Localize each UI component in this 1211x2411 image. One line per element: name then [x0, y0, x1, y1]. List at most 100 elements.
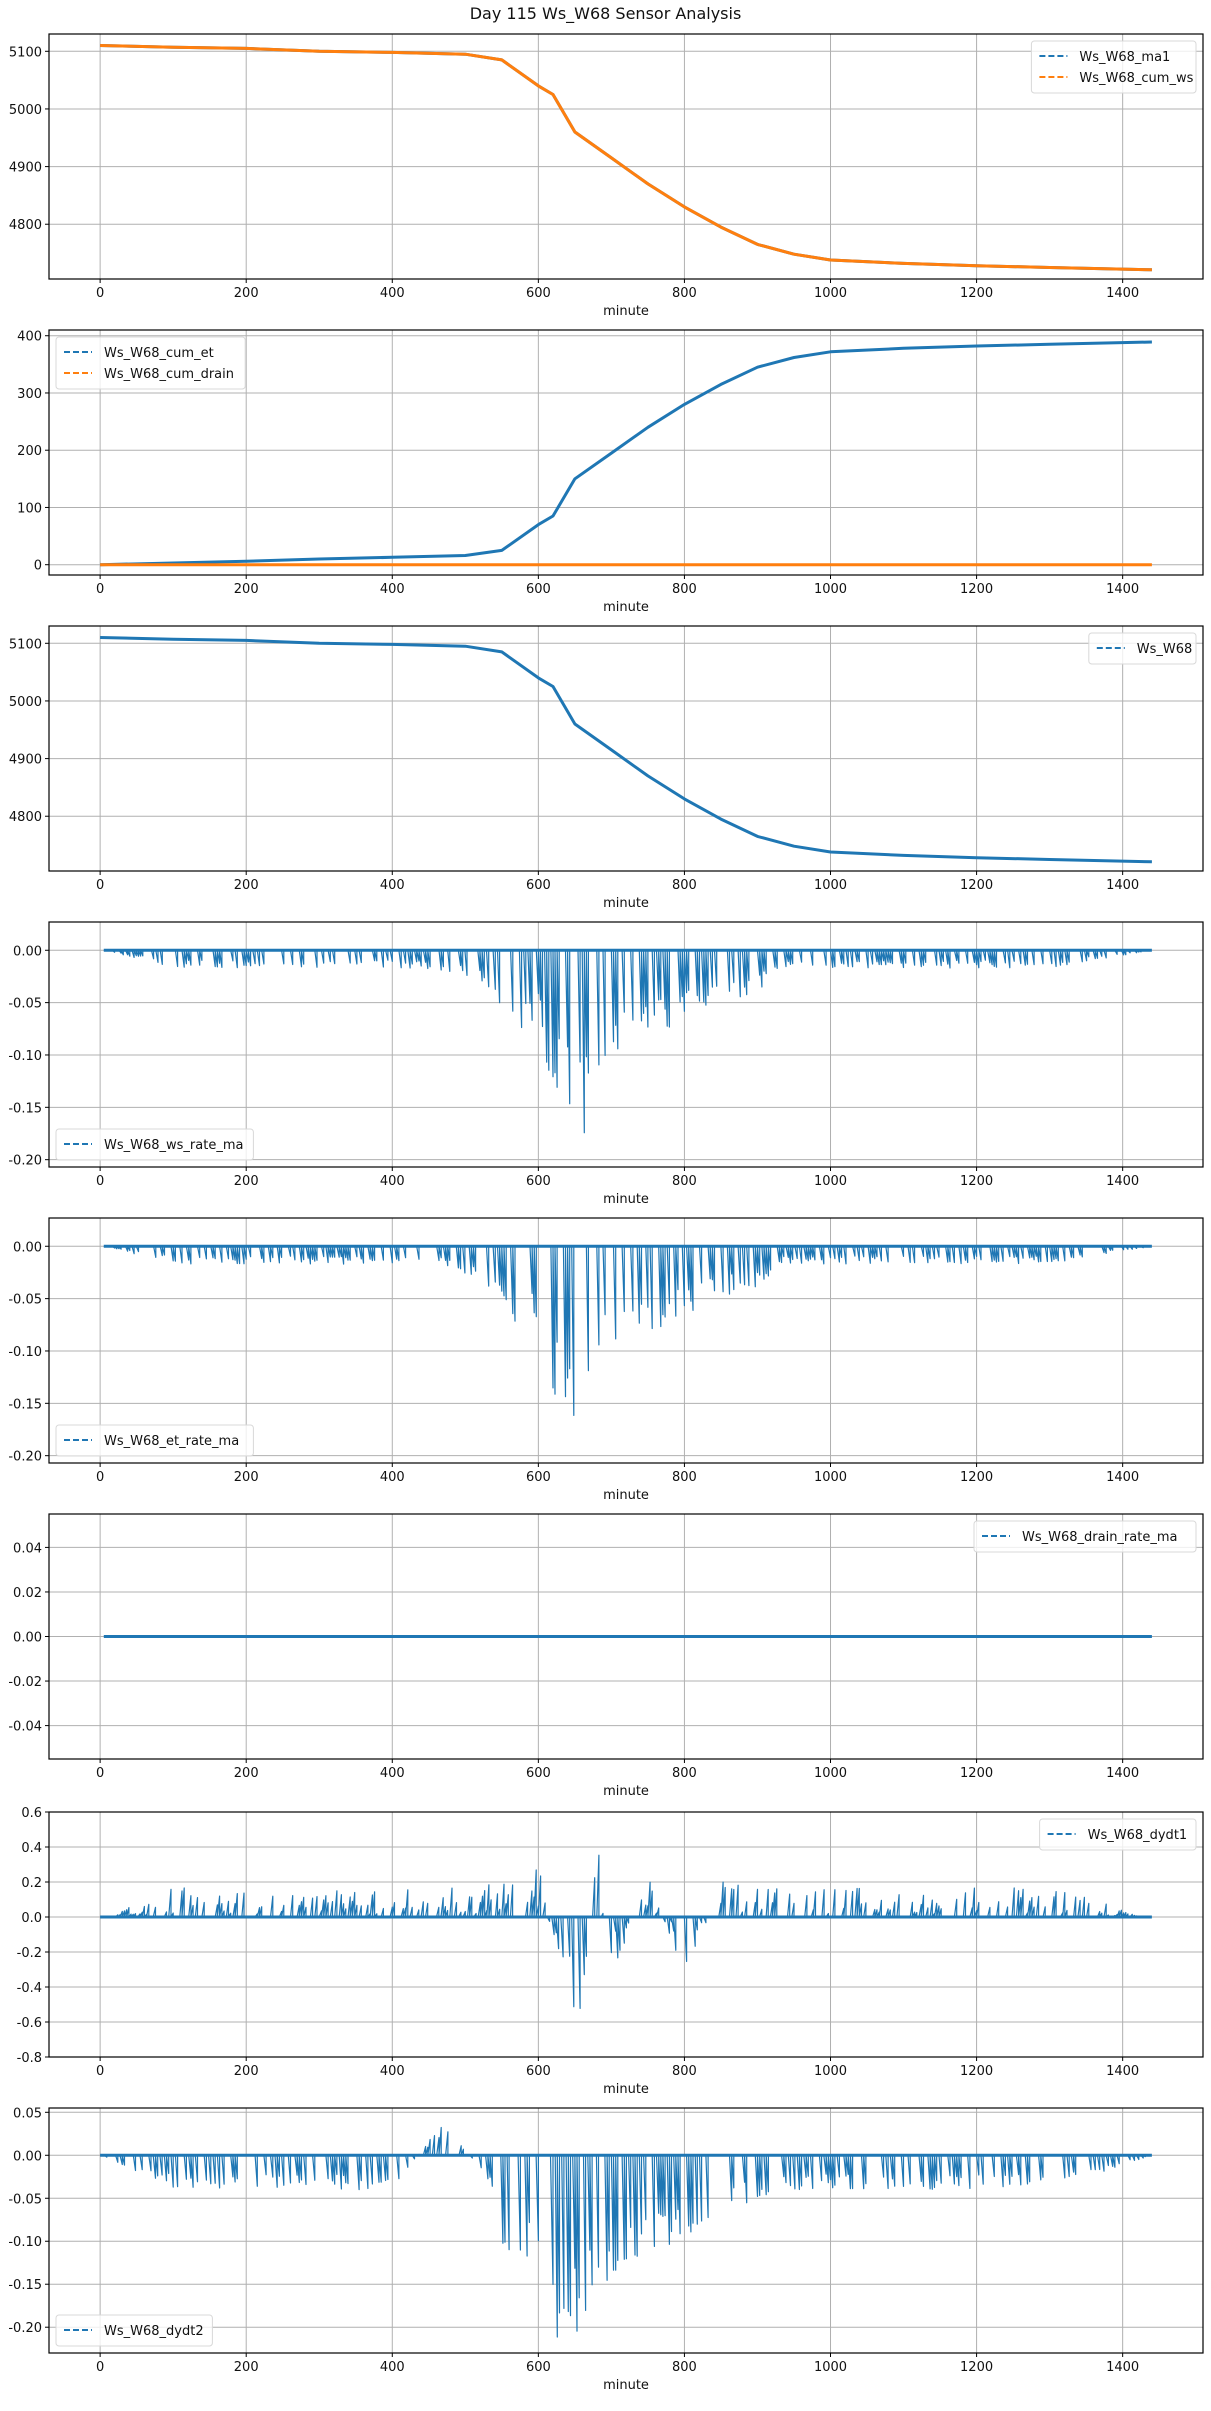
x-axis-label: minute — [603, 2378, 649, 2393]
x-tick-label: 200 — [234, 1766, 259, 1781]
x-tick-label: 0 — [96, 2064, 104, 2079]
x-tick-label: 1400 — [1106, 1766, 1139, 1781]
x-tick-label: 0 — [96, 1174, 104, 1189]
legend: Ws_W68_dydt2 — [55, 2314, 213, 2347]
x-axis-label: minute — [603, 304, 649, 319]
series-line-Ws_W68_cum_et — [100, 340, 1152, 567]
subplot-8: 0 200 400 600 800 1000 1200 1400 -0.20 -0.15 -0.10… — [8, 2106, 1204, 2393]
axes-frame — [48, 625, 1204, 872]
x-tick-label: 800 — [672, 286, 697, 301]
x-tick-label: 600 — [526, 1470, 551, 1485]
x-tick-label: 1000 — [814, 286, 847, 301]
y-tick-label: -0.4 — [17, 1981, 42, 1996]
x-tick-label: 400 — [380, 1174, 405, 1189]
series-line-Ws_W68_et_rate_ma — [103, 1245, 1150, 1417]
x-tick-label: 1400 — [1106, 582, 1139, 597]
legend: Ws_W68_dydt1 — [1039, 1818, 1197, 1851]
y-tick-label: -0.20 — [8, 1154, 42, 1169]
y-tick-label: 4800 — [9, 810, 42, 825]
subplot-1: 0 200 400 600 800 1000 1200 1400 4800 4900 5000 510… — [9, 33, 1204, 319]
x-tick-label: 1200 — [960, 1174, 993, 1189]
x-tick-label: 1000 — [814, 582, 847, 597]
x-tick-label: 800 — [672, 2064, 697, 2079]
y-tick-label: 0.04 — [13, 1541, 42, 1556]
y-tick-label: -0.02 — [8, 1675, 42, 1690]
x-tick-label: 0 — [96, 878, 104, 893]
x-tick-label: 1200 — [960, 1766, 993, 1781]
x-tick-label: 600 — [526, 1174, 551, 1189]
x-tick-label: 800 — [672, 878, 697, 893]
x-tick-label: 1200 — [960, 878, 993, 893]
axes-frame — [48, 1217, 1204, 1464]
x-tick-label: 1000 — [814, 878, 847, 893]
y-tick-label: -0.6 — [17, 2016, 42, 2031]
y-tick-label: -0.15 — [8, 1101, 42, 1116]
y-tick-label: -0.10 — [8, 2235, 42, 2250]
y-tick-label: 100 — [17, 501, 42, 516]
x-tick-label: 0 — [96, 1470, 104, 1485]
legend-label: Ws_W68_dydt2 — [104, 2324, 204, 2339]
x-tick-label: 1200 — [960, 582, 993, 597]
legend-label: Ws_W68_cum_et — [104, 346, 214, 361]
y-tick-label: -0.20 — [8, 1450, 42, 1465]
x-tick-label: 1200 — [960, 1470, 993, 1485]
x-tick-label: 600 — [526, 2064, 551, 2079]
subplot-5: 0 200 400 600 800 1000 1200 1400 -0.20 -0.15 -0.10… — [8, 1217, 1204, 1503]
series-line-Ws_W68_cum_ws — [100, 44, 1152, 272]
x-tick-label: 800 — [672, 1174, 697, 1189]
axes-frame — [48, 33, 1204, 280]
y-tick-label: -0.8 — [17, 2051, 42, 2066]
x-tick-label: 400 — [380, 878, 405, 893]
y-tick-label: 300 — [17, 387, 42, 402]
x-tick-label: 600 — [526, 286, 551, 301]
y-tick-label: 0.02 — [13, 1586, 42, 1601]
x-axis-label: minute — [603, 600, 649, 615]
y-tick-label: 4900 — [9, 161, 42, 176]
x-tick-label: 1000 — [814, 1766, 847, 1781]
legend-label: Ws_W68_ws_rate_ma — [104, 1138, 243, 1153]
x-tick-label: 1000 — [814, 2064, 847, 2079]
series-line-Ws_W68_dydt2 — [100, 2126, 1150, 2338]
axes-frame — [48, 2107, 1204, 2354]
y-tick-label: -0.05 — [8, 1293, 42, 1308]
y-tick-label: 0.4 — [21, 1841, 42, 1856]
legend-label: Ws_W68_dydt1 — [1088, 1828, 1188, 1843]
y-tick-label: 200 — [17, 444, 42, 459]
x-tick-label: 1200 — [960, 286, 993, 301]
x-tick-label: 800 — [672, 1766, 697, 1781]
y-tick-label: 5000 — [9, 695, 42, 710]
y-tick-label: 0.00 — [13, 1631, 42, 1646]
y-tick-label: 0.05 — [13, 2106, 42, 2121]
x-tick-label: 1000 — [814, 1174, 847, 1189]
x-tick-label: 1400 — [1106, 286, 1139, 301]
figure-title: Day 115 Ws_W68 Sensor Analysis — [469, 4, 742, 23]
series-line-Ws_W68_ma1 — [100, 44, 1152, 272]
x-tick-label: 800 — [672, 1470, 697, 1485]
x-tick-label: 0 — [96, 1766, 104, 1781]
x-tick-label: 600 — [526, 2360, 551, 2375]
y-tick-label: 5000 — [9, 103, 42, 118]
x-tick-label: 200 — [234, 1174, 259, 1189]
y-tick-label: 0.00 — [13, 1240, 42, 1255]
subplot-3: 0 200 400 600 800 1000 1200 1400 4800 4900 5000 510… — [9, 625, 1204, 911]
legend-label: Ws_W68_cum_drain — [104, 367, 234, 382]
x-axis-label: minute — [603, 1488, 649, 1503]
x-tick-label: 200 — [234, 582, 259, 597]
y-tick-label: 0.00 — [13, 944, 42, 959]
x-axis-label: minute — [603, 1192, 649, 1207]
x-tick-label: 1200 — [960, 2360, 993, 2375]
series-line-Ws_W68 — [100, 636, 1152, 864]
x-tick-label: 0 — [96, 286, 104, 301]
x-tick-label: 1400 — [1106, 2064, 1139, 2079]
x-tick-label: 1000 — [814, 1470, 847, 1485]
x-tick-label: 200 — [234, 286, 259, 301]
y-tick-label: 5100 — [9, 637, 42, 652]
y-tick-label: 400 — [17, 330, 42, 345]
x-tick-label: 200 — [234, 2360, 259, 2375]
legend: Ws_W68_drain_rate_ma — [973, 1520, 1197, 1553]
x-tick-label: 200 — [234, 1470, 259, 1485]
axes-frame — [48, 921, 1204, 1168]
x-tick-label: 600 — [526, 582, 551, 597]
x-tick-label: 200 — [234, 2064, 259, 2079]
legend-label: Ws_W68_cum_ws — [1079, 71, 1193, 86]
